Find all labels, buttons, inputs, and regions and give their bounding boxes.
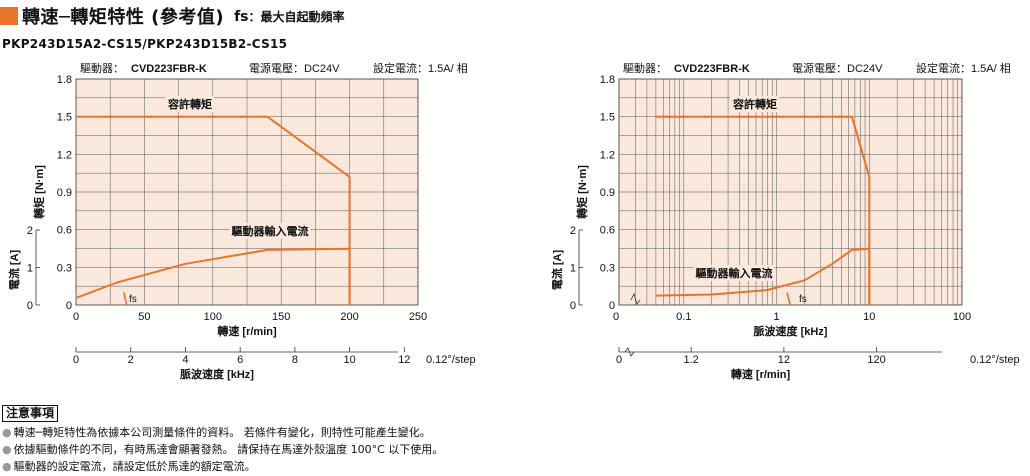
chart1-series-label-bg-1 — [229, 223, 311, 239]
chart1-y-tick-label: 0.6 — [57, 225, 72, 237]
chart1-x-tick-label: 250 — [409, 311, 427, 323]
fs-label: fs — [234, 8, 249, 25]
chart1-driver-label: 驅動器： — [80, 61, 124, 75]
chart2-axis-break-mark — [630, 292, 641, 305]
chart1-y-tick-label: 0 — [66, 300, 72, 312]
chart2-series-label-bg-1 — [693, 265, 775, 281]
chart1-voltage-info: 電源電壓：DC24V — [249, 61, 340, 75]
chart1-x2-tick-label: 2 — [128, 354, 134, 366]
chart1-x-tick-label: 0 — [73, 311, 79, 323]
chart1-x2-tick-label: 4 — [182, 354, 188, 366]
chart2-y-tick-label: 1.2 — [600, 149, 615, 161]
chart2-x-tick-label: 10 — [863, 311, 875, 323]
chart2-y2-tick-label: 1 — [570, 263, 576, 275]
chart1-x2-tick-label: 0 — [73, 354, 79, 366]
bullet-icon: ● — [2, 460, 12, 473]
chart2-step-label: 0.12°/step — [970, 354, 1020, 366]
chart1-series-label-bg-0 — [165, 96, 214, 112]
charts-canvas: 驅動器： CVD223FBR-K 電源電壓：DC24V 設定電流：1.5A/ 相 0 0.… — [7, 61, 1020, 381]
chart1-y2-axis-title: 電流 [A] — [7, 250, 21, 291]
chart2-series-line-2 — [786, 292, 791, 306]
chart1-series-label-2: fs — [129, 294, 137, 305]
chart1-x-tick-label: 100 — [204, 311, 222, 323]
chart1-x2-tick-label: 8 — [292, 354, 298, 366]
chart1-y-tick-label: 1.8 — [57, 74, 72, 86]
chart2-y-tick-label: 0.3 — [600, 262, 615, 274]
chart1-series-line-1 — [75, 247, 351, 305]
chart1-driver-model: CVD223FBR-K — [131, 63, 207, 75]
title-marker — [0, 7, 18, 25]
chart2-voltage-info: 電源電壓：DC24V — [792, 61, 883, 75]
chart2-y-tick-label: 0 — [609, 300, 615, 312]
chart1-x2-tick-label: 12 — [398, 354, 410, 366]
chart2-y-tick-label: 0.6 — [600, 225, 615, 237]
chart1-x-tick-label: 200 — [340, 311, 358, 323]
chart1-x2-tick-label: 6 — [237, 354, 243, 366]
chart2-driver-model: CVD223FBR-K — [674, 63, 750, 75]
chart2-x-tick-label: 100 — [953, 311, 971, 323]
chart2-x-tick-label: 0.1 — [676, 311, 691, 323]
note-text: 轉速─轉矩特性為依據本公司測量條件的資料。 若條件有變化，則特性可能產生變化。 — [13, 426, 431, 439]
chart1-y-tick-label: 0.3 — [57, 262, 72, 274]
chart1-series-line-2 — [123, 292, 128, 306]
chart2-series-label-1: 驅動器輸入電流 — [696, 266, 773, 280]
chart1-y2-tick-label: 2 — [27, 225, 33, 237]
chart2-y-axis-title: 轉矩 [N·m] — [575, 165, 589, 219]
chart1-x2-tick-label: 10 — [343, 354, 355, 366]
chart2-x-tick-label: 1 — [773, 311, 779, 323]
chart2-x2-tick-label: 12 — [778, 354, 790, 366]
chart2-y-tick-label: 1.8 — [600, 74, 615, 86]
chart1-step-label: 0.12°/step — [426, 354, 476, 366]
note-text: 驅動器的設定電流，請設定低於馬達的額定電流。 — [13, 460, 256, 473]
model-number: PKP243D15A2-CS15/PKP243D15B2-CS15 — [2, 37, 288, 51]
chart2-y2-tick-label: 0 — [570, 300, 576, 312]
chart1-y-tick-label: 1.5 — [57, 112, 72, 124]
chart2-x-axis-title: 脈波速度 [kHz] — [754, 324, 828, 338]
page-title: 轉速─轉矩特性 (參考值) — [22, 7, 225, 28]
chart2-y-tick-label: 0.9 — [600, 187, 615, 199]
chart2-x2-tick-label: 0 — [616, 354, 622, 366]
chart2-y2-axis-title: 電流 [A] — [550, 250, 564, 291]
bullet-icon: ● — [2, 426, 12, 439]
note-text: 依據驅動條件的不同，有時馬達會顯著發熱。 請保持在馬達外殼溫度 100°C 以下… — [13, 443, 444, 456]
chart1-x-tick-label: 150 — [272, 311, 290, 323]
chart2-current-info: 設定電流：1.5A/ 相 — [916, 61, 1011, 75]
chart1-current-info: 設定電流：1.5A/ 相 — [373, 61, 468, 75]
chart2-x2-axis-title: 轉速 [r/min] — [731, 367, 791, 381]
chart2-x2-tick-label: 120 — [867, 354, 885, 366]
chart1-series-label-1: 驅動器輸入電流 — [232, 224, 309, 238]
notes-section: 注意事項 ● 轉速─轉矩特性為依據本公司測量條件的資料。 若條件有變化，則特性可能… — [2, 405, 443, 475]
notes-title: 注意事項 — [2, 405, 59, 422]
note-item: ● 驅動器的設定電流，請設定低於馬達的額定電流。 — [2, 458, 443, 475]
chart2-y2-tick-label: 2 — [570, 225, 576, 237]
title-row: 轉速─轉矩特性 (參考值) fs：最大自起動頻率 — [0, 4, 345, 28]
note-item: ● 轉速─轉矩特性為依據本公司測量條件的資料。 若條件有變化，則特性可能產生變化。 — [2, 424, 443, 441]
chart1-y-tick-label: 1.2 — [57, 149, 72, 161]
bullet-icon: ● — [2, 443, 12, 456]
chart2-series-label-0: 容許轉矩 — [732, 97, 777, 111]
chart2-x2-tick-label: 1.2 — [684, 354, 699, 366]
chart2-driver-label: 驅動器： — [623, 61, 667, 75]
fs-legend: fs：最大自起動頻率 — [234, 8, 344, 25]
chart1-y-tick-label: 0.9 — [57, 187, 72, 199]
chart1-series-label-0: 容許轉矩 — [167, 97, 212, 111]
chart1-x2-axis-title: 脈波速度 [kHz] — [180, 367, 254, 381]
chart1-x-tick-label: 50 — [138, 311, 150, 323]
chart1-y2-tick-label: 1 — [27, 263, 33, 275]
chart2-x-origin-label: 0 — [613, 311, 619, 323]
chart2-series-line-1 — [655, 247, 871, 305]
note-item: ● 依據驅動條件的不同，有時馬達會顯著發熱。 請保持在馬達外殼溫度 100°C 以… — [2, 441, 443, 458]
chart2-series-label-2: fs — [799, 294, 807, 305]
fs-description: ：最大自起動頻率 — [248, 9, 345, 24]
chart2-series-label-bg-0 — [730, 96, 779, 112]
chart2-y-tick-label: 1.5 — [600, 112, 615, 124]
chart1-y2-tick-label: 0 — [27, 300, 33, 312]
chart1-x-axis-title: 轉速 [r/min] — [217, 324, 277, 338]
chart1-y-axis-title: 轉矩 [N·m] — [32, 165, 46, 219]
chart2-axis-break-mark — [624, 347, 635, 357]
